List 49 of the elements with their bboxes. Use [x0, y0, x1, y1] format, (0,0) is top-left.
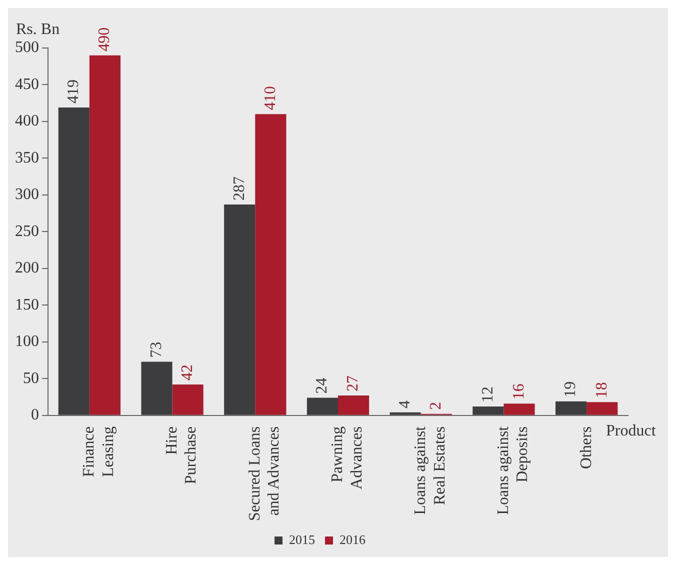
bar: [224, 204, 256, 415]
data-label: 73: [148, 342, 165, 358]
bar: [586, 402, 618, 415]
data-label: 16: [510, 384, 528, 400]
data-label: 490: [96, 27, 114, 52]
bar: [58, 108, 90, 415]
data-label: 19: [562, 381, 580, 398]
bar: [89, 55, 120, 415]
x-tick-label: Hire Purchase: [163, 426, 200, 484]
x-tick-label: Loans against Real Estates: [412, 426, 448, 515]
bar: [338, 396, 370, 415]
bar: [141, 362, 172, 415]
data-label: 24: [314, 378, 331, 394]
x-tick-label: Finance Leasing: [80, 426, 117, 478]
y-tick-label: 150: [15, 296, 39, 314]
x-tick-label: Pawning Advances: [329, 426, 366, 490]
data-label: 27: [344, 376, 362, 392]
y-tick-label: 250: [15, 222, 39, 240]
bar: [390, 412, 421, 415]
data-label: 410: [262, 86, 279, 110]
bar: [472, 406, 504, 415]
data-label: 18: [593, 382, 610, 398]
legend-label: 2015: [289, 532, 315, 547]
x-tick-label: Loans against Deposits: [494, 426, 532, 515]
bar: [306, 398, 338, 415]
y-tick-label: 200: [15, 260, 39, 277]
y-axis-title: Rs. Bn: [16, 21, 60, 38]
y-tick-label: 350: [15, 149, 39, 166]
bar: [504, 404, 535, 415]
bar: [255, 114, 286, 415]
data-label: 42: [179, 364, 196, 381]
legend-label: 2016: [340, 532, 366, 547]
y-tick-label: 0: [31, 406, 39, 424]
data-label: 12: [479, 386, 496, 403]
y-tick-label: 500: [15, 39, 39, 56]
data-label: 4: [396, 400, 414, 408]
y-tick-label: 100: [15, 333, 39, 350]
y-tick-label: 400: [15, 112, 39, 130]
data-label: 2: [428, 402, 445, 410]
y-tick-label: 300: [15, 186, 39, 204]
data-label: 287: [230, 176, 248, 200]
data-label: 419: [65, 80, 82, 104]
x-axis-title: Product: [606, 422, 656, 440]
y-tick-label: 450: [15, 76, 39, 93]
y-tick-label: 50: [23, 370, 39, 387]
x-tick-label: Others: [578, 426, 595, 470]
bar: [172, 384, 204, 415]
x-tick-label: Secured Loans and Advances: [246, 426, 283, 522]
bar: [556, 401, 587, 415]
